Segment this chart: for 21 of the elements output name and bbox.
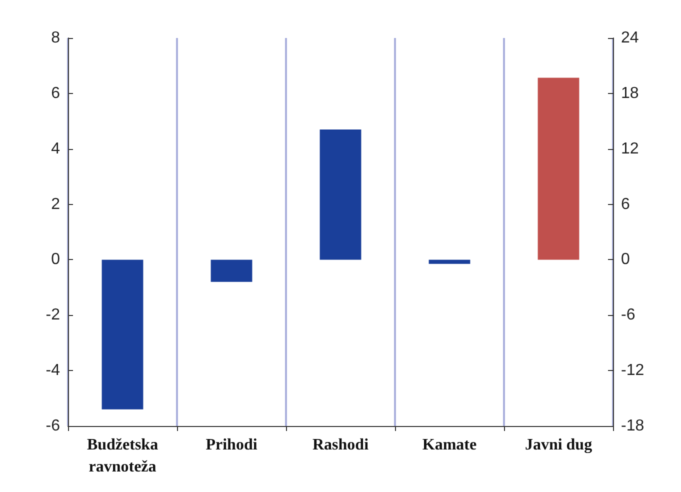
y2-tick-label: -6 [621, 306, 636, 324]
x-tick-label: Budžetska ravnoteža [86, 436, 158, 476]
y-tick-label: 0 [51, 251, 60, 268]
y2-tick-label: 18 [621, 84, 639, 102]
y-tick-label: -6 [46, 418, 60, 434]
x-tick-label: Rashodi [312, 436, 370, 454]
x-tick-label: Javni dug [524, 436, 592, 454]
x-tick-label: Kamate [422, 436, 477, 454]
y2-tick-label: 0 [621, 251, 630, 268]
y-tick-label: -4 [46, 362, 60, 380]
y2-tick-label: 6 [621, 196, 630, 213]
y-tick-label: -2 [46, 306, 60, 324]
y2-tick-label: 12 [621, 140, 639, 158]
y-tick-label: 6 [51, 84, 60, 102]
y2-tick-label: -12 [621, 362, 644, 380]
x-tick-label: Prihodi [206, 436, 258, 454]
y-tick-label: 8 [51, 30, 60, 46]
y2-tick-label: 24 [621, 30, 639, 46]
y-tick-label: 4 [51, 140, 60, 158]
y2-tick-label: -18 [621, 418, 644, 434]
y-tick-label: 2 [51, 196, 60, 213]
